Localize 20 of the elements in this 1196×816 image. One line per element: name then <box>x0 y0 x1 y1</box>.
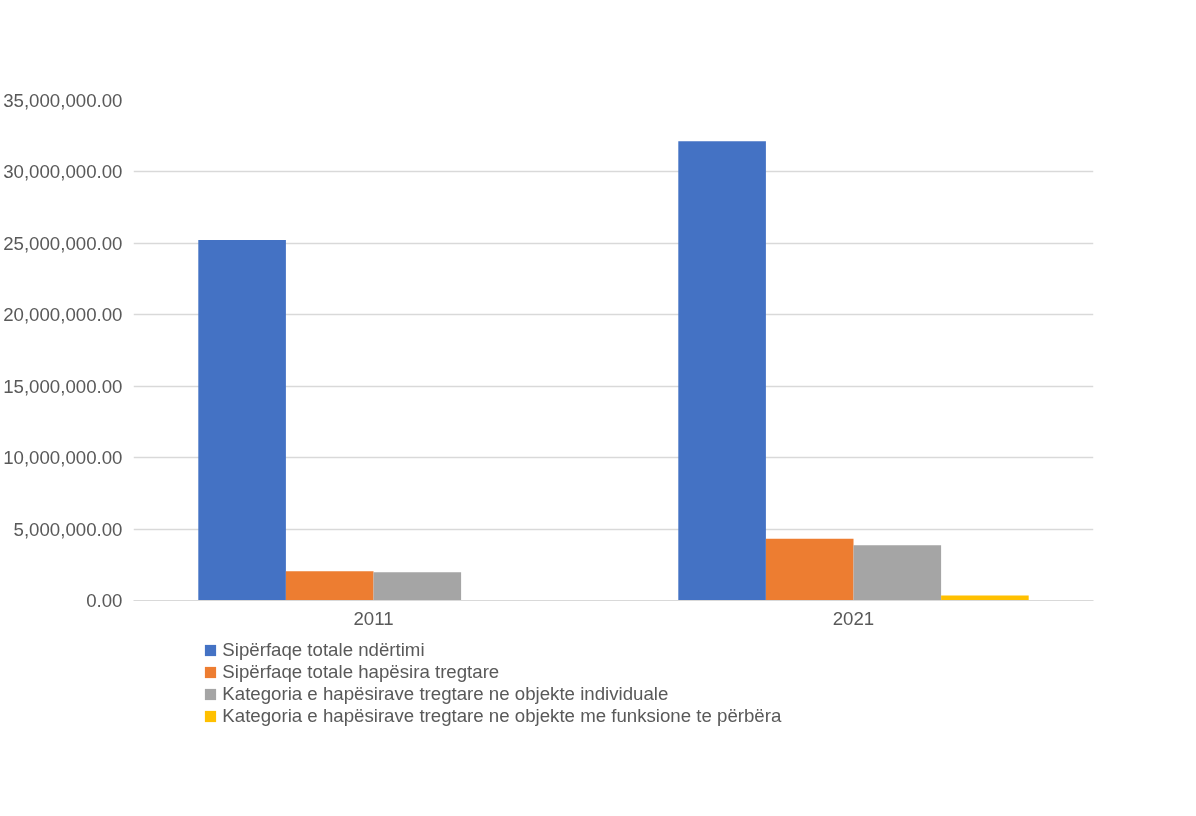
bar <box>765 538 854 601</box>
legend-label: Sipërfaqe totale ndërtimi <box>222 639 425 661</box>
y-tick-label: 30,000,000.00 <box>3 161 123 183</box>
y-tick-label: 15,000,000.00 <box>3 375 123 397</box>
x-tick-label: 2011 <box>353 607 394 629</box>
legend-label: Kategoria e hapësirave tregtare ne objekte individuale <box>222 683 669 705</box>
bar <box>853 545 942 601</box>
legend-label: Sipërfaqe totale hapësira tregtare <box>222 661 500 683</box>
x-tick-label: 2021 <box>832 607 875 629</box>
y-tick-label: 35,000,000.00 <box>3 90 123 111</box>
y-tick-label: 5,000,000.00 <box>13 518 123 540</box>
y-tick-label: 10,000,000.00 <box>3 447 123 469</box>
bar <box>373 572 462 601</box>
bar <box>678 141 766 601</box>
bar <box>285 571 374 601</box>
y-tick-label: 25,000,000.00 <box>3 232 123 254</box>
bar <box>198 239 286 601</box>
y-tick-label: 20,000,000.00 <box>3 304 123 326</box>
y-tick-label: 0.00 <box>86 590 123 611</box>
legend-label: Kategoria e hapësirave tregtare ne objekte me funksione te përbëra <box>222 705 782 727</box>
